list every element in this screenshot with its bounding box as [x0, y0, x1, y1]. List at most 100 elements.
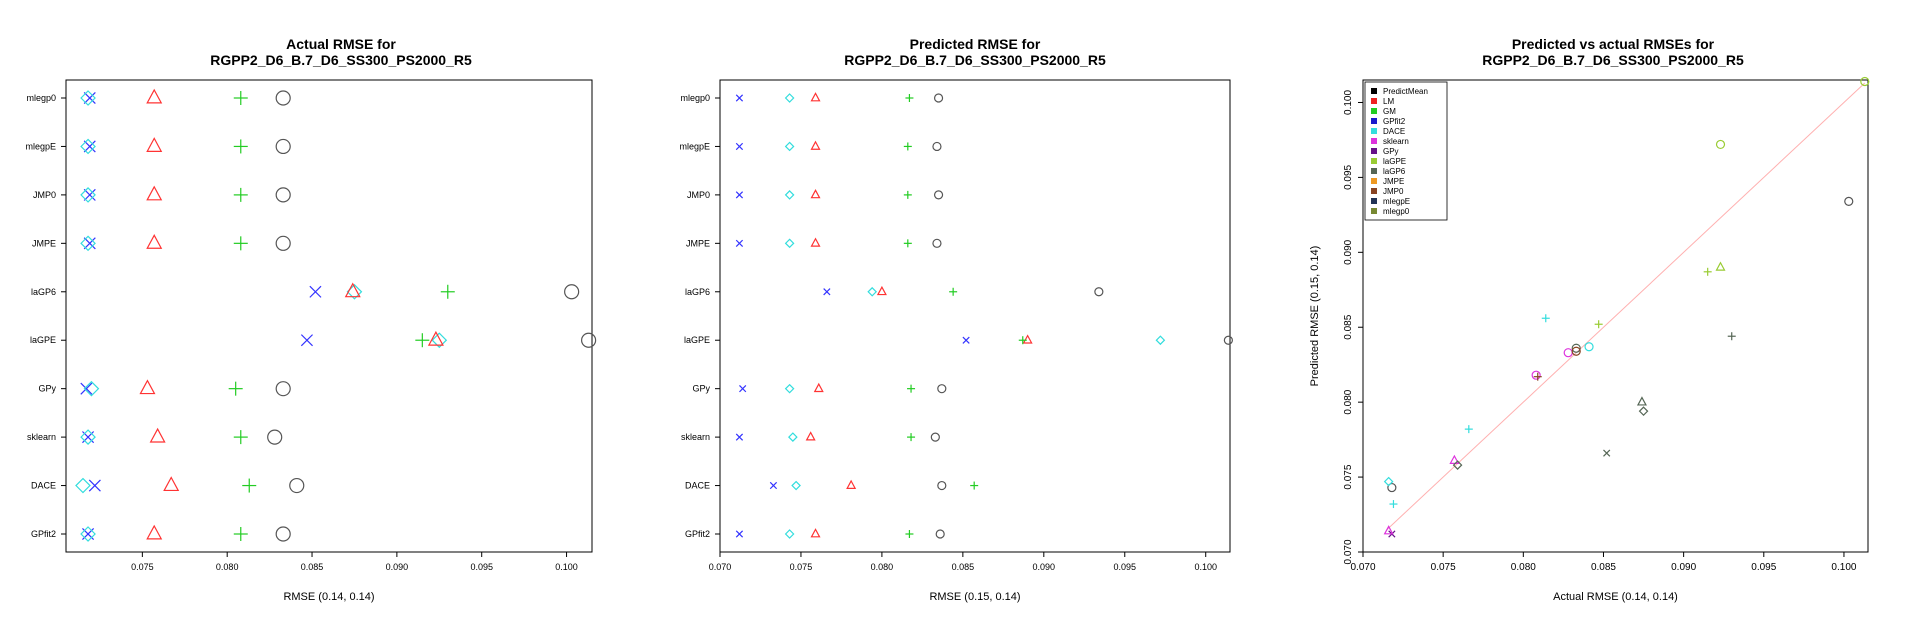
comparison-point-24	[1860, 76, 1870, 87]
predicted-point-JMPE-x	[735, 239, 744, 247]
chart-title-predicted-line1: Predicted RMSE for	[909, 36, 1041, 52]
comparison-point-0	[1387, 482, 1397, 493]
predicted-point-laGPE-plus	[1018, 336, 1027, 345]
predicted-point-mlegpE-x	[735, 142, 744, 151]
comparison-point-14	[1584, 342, 1594, 352]
predicted-x-tick-label-1: 0.075	[790, 562, 813, 572]
legend-swatch-0	[1371, 88, 1377, 94]
actual-category-label-9: mlegp0	[26, 93, 56, 103]
comparison-y-tick-label-0: 0.070	[1343, 539, 1354, 564]
predicted-category-label-5: laGP6	[685, 287, 710, 297]
comparison-point-1	[1383, 476, 1394, 487]
chart-title-comparison-line2: RGPP2_D6_B.7_D6_SS300_PS2000_R5	[1482, 52, 1744, 68]
actual-point-sklearn-diamond	[80, 429, 96, 445]
actual-category-label-6: JMPE	[32, 238, 56, 248]
actual-point-mlegp0-triangle	[146, 88, 163, 104]
predicted-point-GPy-diamond	[784, 383, 795, 394]
comparison-point-2	[1389, 500, 1398, 509]
actual-point-JMPE-x	[83, 237, 96, 250]
predicted-point-sklearn-diamond	[788, 432, 798, 442]
legend-swatch-8	[1371, 168, 1377, 174]
legend-label-10: JMP0	[1383, 187, 1404, 196]
actual-x-tick-label-3: 0.090	[386, 562, 409, 572]
predicted-x-tick-label-4: 0.090	[1033, 562, 1056, 572]
actual-point-laGP6-triangle	[344, 282, 361, 298]
actual-category-label-2: sklearn	[27, 432, 56, 442]
predicted-point-mlegp0-plus	[905, 94, 914, 102]
predicted-point-DACE-triangle	[846, 479, 857, 489]
legend-swatch-9	[1371, 178, 1377, 184]
actual-point-laGPE-x	[300, 334, 313, 347]
predicted-point-sklearn-plus	[907, 433, 916, 442]
actual-point-JMPE-triangle	[146, 234, 163, 249]
actual-point-GPfit2-plus	[233, 527, 248, 541]
predicted-point-sklearn-triangle	[805, 431, 816, 441]
comparison-x-tick-label-3: 0.085	[1591, 562, 1616, 573]
actual-point-mlegp0-diamond	[80, 90, 96, 106]
predicted-point-mlegpE-diamond	[784, 141, 795, 152]
predicted-point-laGP6-diamond	[867, 286, 878, 297]
comparison-y-tick-label-4: 0.090	[1343, 239, 1354, 264]
predicted-point-GPy-circle	[937, 384, 947, 394]
predicted-point-JMPE-diamond	[784, 238, 795, 249]
predicted-point-GPfit2-diamond	[784, 529, 795, 539]
comparison-point-10	[1541, 314, 1550, 323]
actual-category-label-7: JMP0	[33, 190, 56, 200]
comparison-y-tick-label-6: 0.100	[1343, 90, 1354, 115]
actual-category-label-0: GPfit2	[31, 529, 56, 539]
actual-point-mlegpE-circle	[275, 138, 291, 155]
legend-label-0: PredictMean	[1383, 87, 1428, 96]
predicted-point-GPy-triangle	[813, 382, 824, 393]
comparison-frame	[1362, 79, 1869, 553]
comparison-point-15	[1594, 320, 1603, 329]
actual-category-label-4: laGPE	[30, 335, 56, 345]
actual-point-JMP0-diamond	[80, 187, 96, 203]
predicted-point-mlegp0-x	[735, 94, 744, 102]
comparison-point-11	[1563, 348, 1573, 358]
legend-swatch-7	[1371, 158, 1377, 164]
comparison-point-7	[1464, 425, 1473, 434]
predicted-point-GPy-plus	[907, 384, 916, 393]
actual-point-laGP6-circle	[564, 284, 580, 300]
actual-point-sklearn-circle	[267, 429, 283, 445]
comparison-point-22	[1727, 332, 1736, 341]
predicted-point-GPy-x	[739, 385, 747, 393]
legend-swatch-10	[1371, 188, 1377, 194]
actual-point-mlegp0-x	[83, 91, 96, 105]
comparison-x-axis-label: Actual RMSE (0.14, 0.14)	[1553, 591, 1678, 603]
actual-point-JMP0-x	[83, 188, 96, 201]
legend-swatch-5	[1371, 138, 1377, 144]
actual-point-laGPE-circle	[581, 332, 597, 348]
comparison-x-tick-label-6: 0.100	[1831, 562, 1856, 573]
actual-point-mlegpE-x	[83, 140, 96, 153]
actual-point-GPy-circle	[275, 381, 291, 397]
legend-label-9: JMPE	[1383, 177, 1404, 186]
comparison-identity-line	[1386, 82, 1866, 530]
predicted-point-DACE-circle	[937, 480, 947, 491]
actual-point-GPfit2-triangle	[146, 524, 163, 540]
actual-point-laGPE-triangle	[427, 330, 444, 346]
predicted-point-DACE-plus	[970, 481, 979, 490]
legend-label-11: mlegpE	[1383, 197, 1410, 206]
actual-point-mlegp0-circle	[275, 90, 291, 106]
actual-point-GPy-diamond	[83, 380, 100, 397]
actual-x-tick-label-2: 0.085	[301, 562, 324, 572]
predicted-point-sklearn-x	[735, 433, 744, 441]
comparison-point-21	[1715, 139, 1726, 150]
chart-title-actual-line2: RGPP2_D6_B.7_D6_SS300_PS2000_R5	[210, 52, 472, 68]
predicted-point-mlegpE-plus	[903, 142, 912, 151]
actual-point-GPfit2-circle	[275, 526, 291, 542]
actual-point-GPy-x	[80, 382, 93, 395]
legend-swatch-1	[1371, 98, 1377, 104]
comparison-x-tick-label-2: 0.080	[1511, 562, 1536, 573]
actual-x-tick-label-1: 0.080	[216, 562, 239, 572]
predicted-point-JMP0-diamond	[784, 190, 795, 200]
predicted-category-label-3: GPy	[692, 384, 710, 394]
predicted-point-laGP6-x	[823, 288, 831, 296]
actual-point-JMPE-circle	[275, 235, 291, 251]
comparison-point-13	[1571, 346, 1581, 356]
predicted-point-laGP6-circle	[1094, 287, 1104, 297]
actual-point-JMPE-plus	[233, 236, 248, 251]
legend-label-5: sklearn	[1383, 137, 1409, 146]
